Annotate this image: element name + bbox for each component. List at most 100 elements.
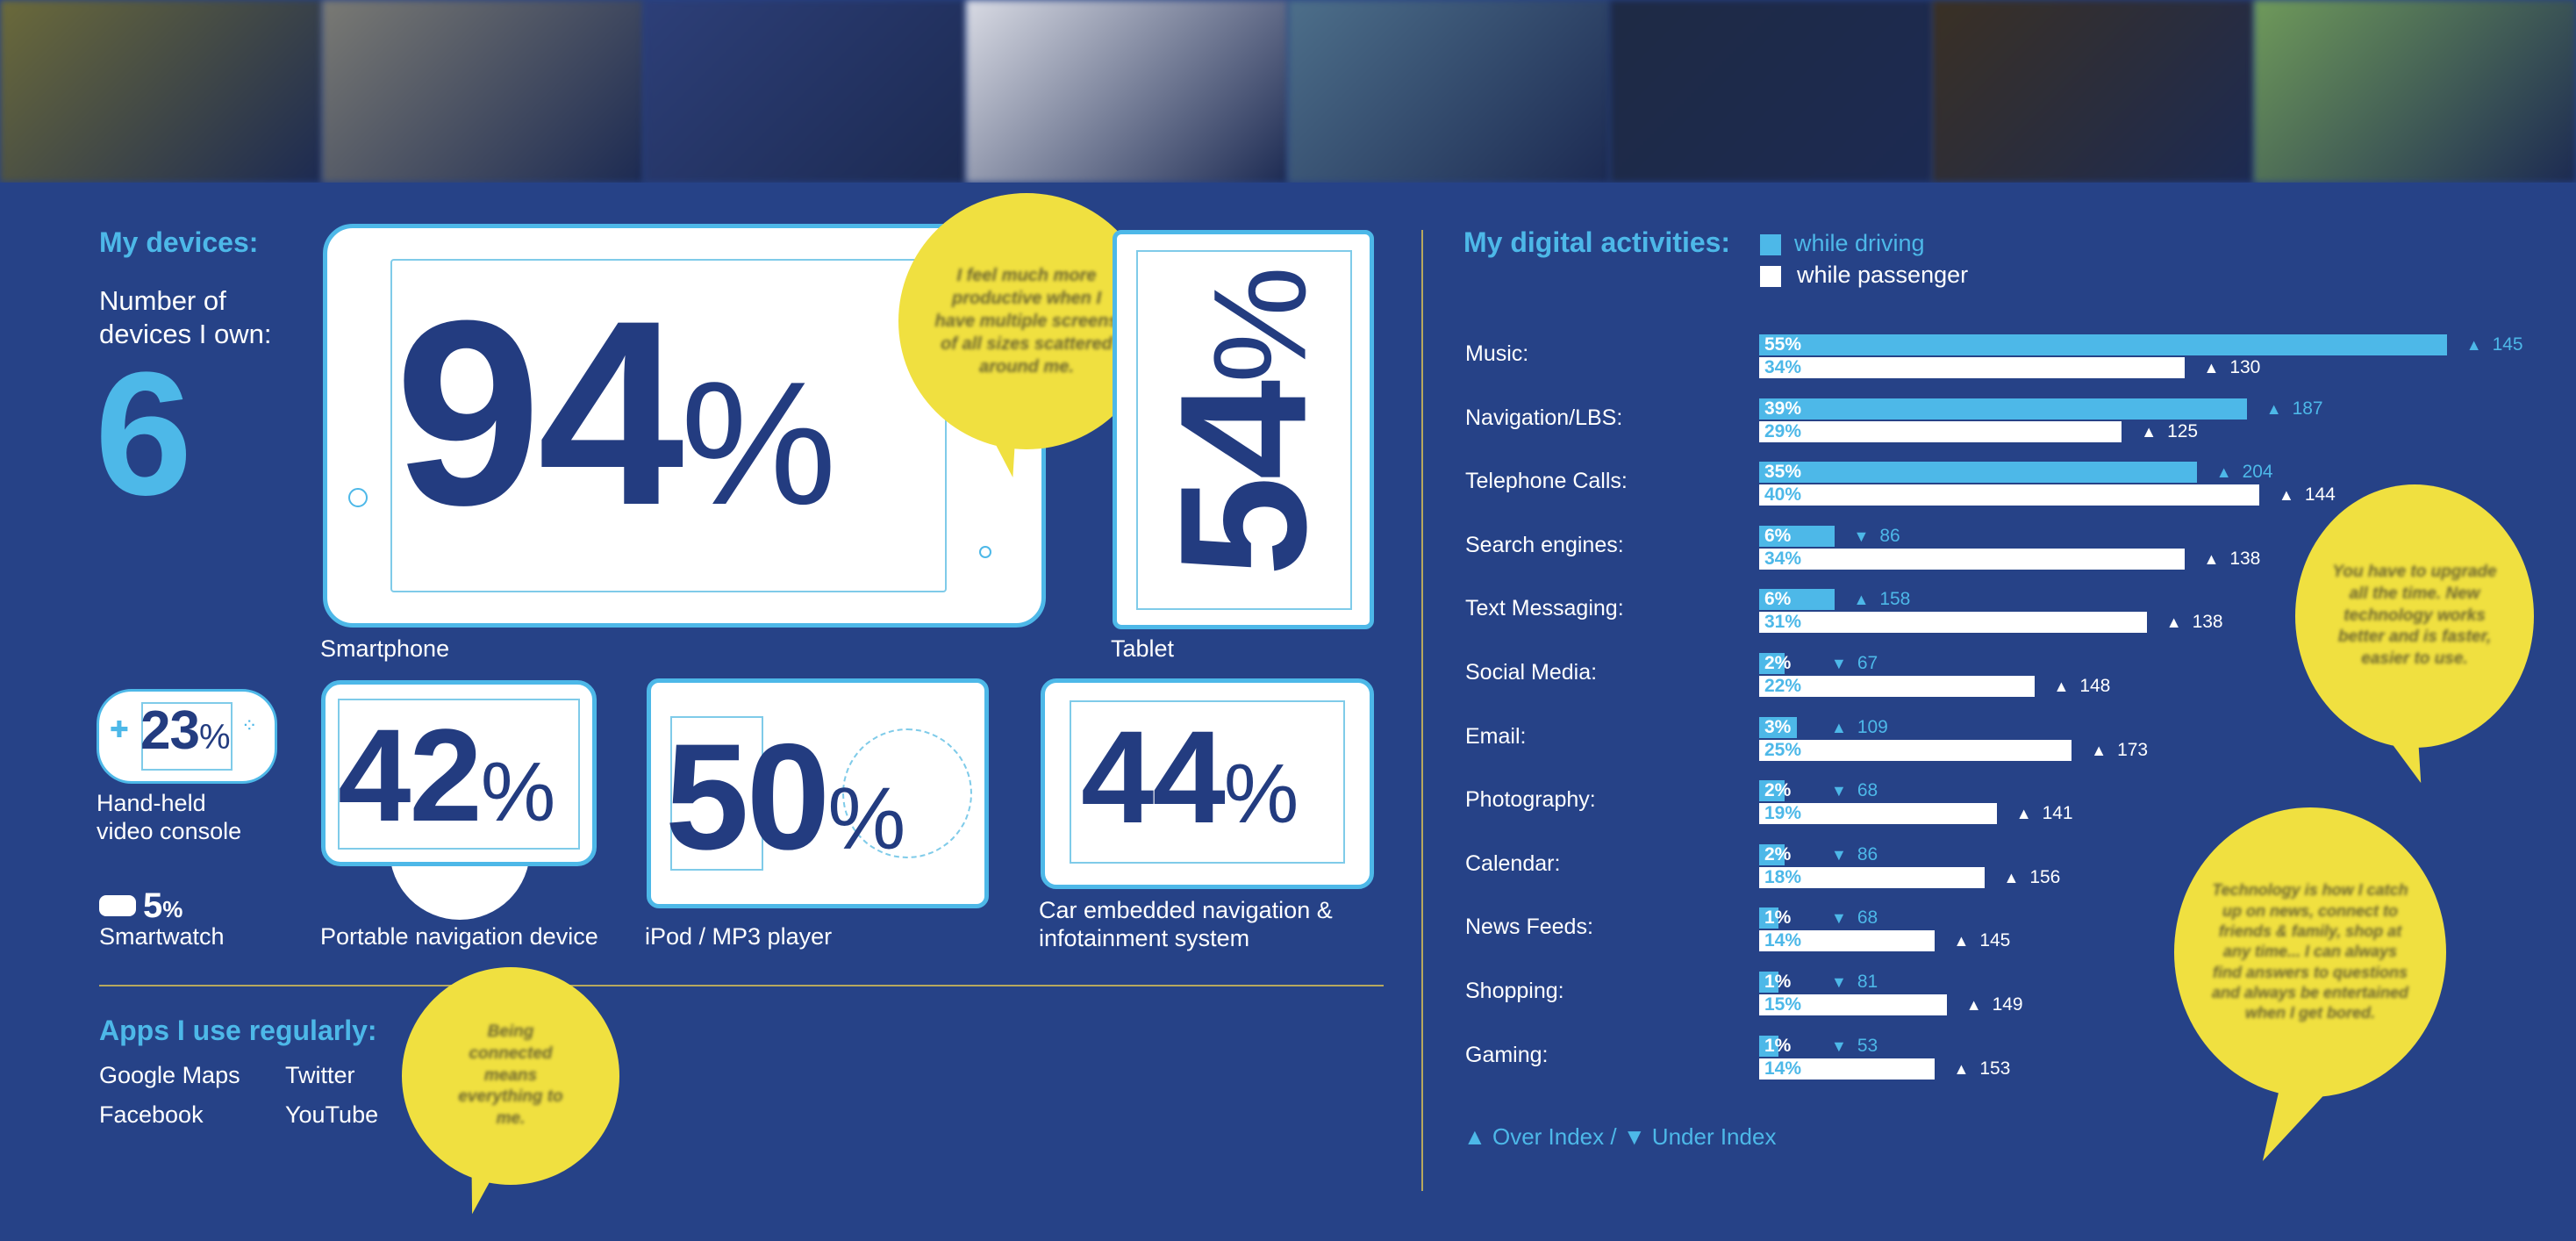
technology-quote-bubble: Technology is how I catch up on news, co… xyxy=(2174,807,2446,1097)
passenger-bar xyxy=(1759,676,2035,697)
driving-index: ▼ 68 xyxy=(1831,780,1878,801)
laptop-photo xyxy=(322,0,644,183)
passenger-index-value: 138 xyxy=(2192,612,2223,633)
under-index-icon: ▼ xyxy=(1831,909,1847,928)
driving-index: ▼ 81 xyxy=(1831,972,1878,993)
passenger-percentage: 34% xyxy=(1764,548,1802,569)
driving-index: ▼ 86 xyxy=(1831,844,1878,865)
driving-bar xyxy=(1759,716,1797,738)
driving-bar xyxy=(1759,398,2247,420)
driving-bar xyxy=(1759,843,1785,865)
smartphone-label: Smartphone xyxy=(320,635,450,662)
passenger-percentage: 25% xyxy=(1764,739,1802,760)
driving-index-value: 67 xyxy=(1857,653,1878,673)
device-count-label-line2: devices I own: xyxy=(99,319,272,349)
passenger-percentage: 14% xyxy=(1764,930,1802,951)
passenger-percentage: 40% xyxy=(1764,484,1802,506)
passenger-index-value: 125 xyxy=(2167,420,2199,441)
passenger-index: ▲ 144 xyxy=(2279,484,2336,506)
under-index-label: Under Index xyxy=(1651,1123,1777,1150)
night-photo xyxy=(1610,0,1932,183)
passenger-bar xyxy=(1759,484,2259,506)
driving-index: ▲ 109 xyxy=(1831,717,1888,738)
passenger-bar xyxy=(1759,739,2072,761)
console-label-line2: video console xyxy=(97,818,242,844)
passenger-percentage: 15% xyxy=(1764,994,1802,1015)
passenger-bar xyxy=(1759,420,2122,442)
buttons-icon: ⁘ xyxy=(241,714,258,736)
passenger-index: ▲ 141 xyxy=(2016,803,2073,824)
driving-percentage: 55% xyxy=(1764,334,1802,355)
passenger-index-value: 149 xyxy=(1992,994,2023,1015)
over-index-icon: ▲ xyxy=(2265,399,2282,418)
passenger-index: ▲ 125 xyxy=(2141,421,2198,442)
passenger-index: ▲ 153 xyxy=(1954,1058,2011,1080)
smartwatch-icon xyxy=(99,895,136,916)
under-index-icon: ▼ xyxy=(1831,782,1847,800)
driving-index-value: 187 xyxy=(2292,398,2323,419)
vertical-divider xyxy=(1421,230,1423,1191)
home-button-icon xyxy=(348,488,368,507)
driving-percentage: 1% xyxy=(1764,972,1792,992)
driving-index: ▼ 53 xyxy=(1831,1036,1878,1057)
activity-label: Navigation/LBS: xyxy=(1465,405,1623,430)
over-index-icon: ▲ xyxy=(2203,359,2220,377)
passenger-bar xyxy=(1759,357,2185,378)
passenger-bar xyxy=(1759,994,1947,1015)
passenger-index-value: 141 xyxy=(2042,803,2073,824)
header-photo-strip xyxy=(0,0,2576,183)
over-index-icon: ▲ xyxy=(2091,741,2107,759)
over-index-label: Over Index / xyxy=(1492,1123,1617,1150)
console-percentage: 23% xyxy=(140,700,231,761)
navigation-percentage: 42% xyxy=(338,701,556,849)
smartwatch-percentage: 5% xyxy=(143,886,183,925)
room-photo xyxy=(1932,0,2254,183)
legend-driving-label: while driving xyxy=(1794,230,1925,256)
app-facebook: Facebook xyxy=(99,1101,204,1128)
driving-percentage: 6% xyxy=(1764,525,1792,546)
driving-bar xyxy=(1759,462,2197,484)
activity-label: Photography: xyxy=(1465,787,1596,813)
driving-index-value: 204 xyxy=(2242,462,2273,483)
passenger-percentage: 18% xyxy=(1764,866,1802,887)
driving-bar xyxy=(1759,972,1778,993)
driving-percentage: 2% xyxy=(1764,780,1792,801)
passenger-index: ▲ 138 xyxy=(2204,549,2261,570)
over-index-icon: ▲ xyxy=(2015,805,2032,823)
smartwatch-label: Smartwatch xyxy=(99,923,225,950)
driving-bar xyxy=(1759,780,1785,802)
index-legend: ▲ Over Index / ▼ Under Index xyxy=(1463,1123,1776,1151)
driving-bar xyxy=(1759,589,1835,611)
driving-percentage: 6% xyxy=(1764,589,1792,610)
driving-percentage: 1% xyxy=(1764,1035,1792,1056)
over-index-icon: ▲ xyxy=(2141,422,2157,441)
driving-index: ▼ 67 xyxy=(1831,653,1878,674)
car-infotainment-device xyxy=(1041,678,1374,889)
over-index-icon: ▲ xyxy=(1831,718,1847,736)
handheld-console-device: ✚ ⁘ xyxy=(97,689,277,784)
passenger-bar xyxy=(1759,1058,1935,1080)
passenger-percentage: 29% xyxy=(1764,420,1802,441)
activity-label: News Feeds: xyxy=(1465,915,1593,940)
over-index-icon: ▲ xyxy=(1953,1059,1970,1078)
driving-index-value: 86 xyxy=(1879,525,1900,546)
under-index-icon: ▼ xyxy=(1853,527,1870,545)
under-index-icon: ▼ xyxy=(1622,1123,1646,1150)
passenger-index-value: 144 xyxy=(2304,484,2336,506)
horizontal-divider xyxy=(99,985,1384,986)
passenger-percentage: 31% xyxy=(1764,612,1802,633)
driving-index-value: 86 xyxy=(1857,843,1878,864)
ipod-device xyxy=(647,678,989,908)
driving-percentage: 2% xyxy=(1764,653,1792,673)
device-count-label-line1: Number of xyxy=(99,285,226,316)
over-index-icon: ▲ xyxy=(2003,868,2020,886)
passenger-index-value: 138 xyxy=(2229,548,2261,569)
over-index-icon: ▲ xyxy=(2203,549,2220,568)
passenger-index-value: 156 xyxy=(2029,866,2061,887)
driving-percentage: 35% xyxy=(1764,462,1802,483)
passenger-bar xyxy=(1759,803,1997,825)
productivity-quote-bubble: I feel much more productive when I have … xyxy=(898,193,1155,449)
passenger-bar xyxy=(1759,866,1985,888)
over-index-icon: ▲ xyxy=(2465,336,2482,354)
over-index-icon: ▲ xyxy=(2279,486,2294,505)
